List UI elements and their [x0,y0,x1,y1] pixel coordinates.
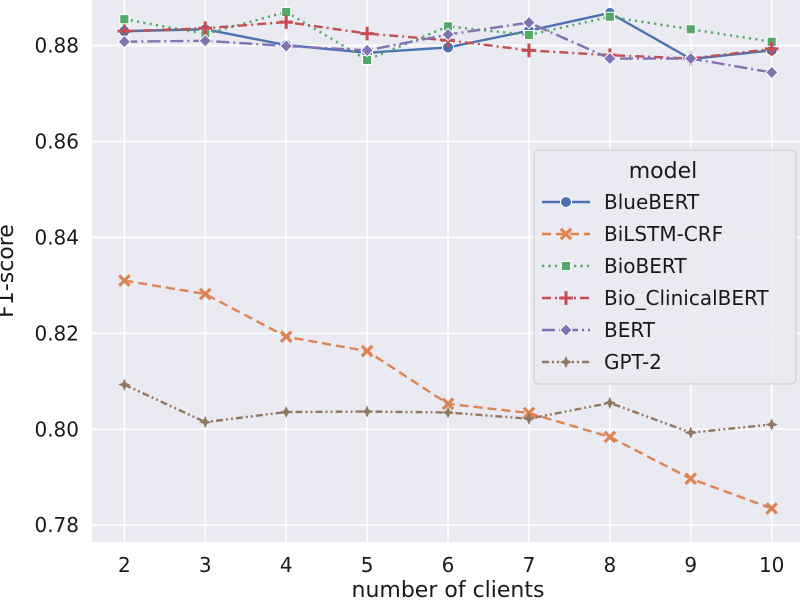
data-point [199,415,212,429]
data-point [280,405,293,419]
legend-frame [533,149,797,385]
data-point [684,472,698,486]
y-tick-label: 0.86 [34,129,79,153]
legend-title: model [629,159,698,184]
data-point [602,51,617,66]
data-point [603,396,617,410]
legend: model BlueBERT BiLSTM-CRF BioBERT Bio_Clini… [533,149,797,385]
data-point [279,15,294,29]
data-point [279,330,293,344]
legend-entry: BERT [542,318,656,342]
data-point [765,418,778,431]
x-tick-label: 6 [442,553,455,577]
data-point [765,502,779,515]
y-tick-label: 0.88 [34,34,79,58]
x-tick-label: 10 [759,553,784,577]
x-tick-label: 7 [523,553,536,577]
data-point [685,24,696,35]
data-point [119,14,130,25]
data-point [198,287,212,301]
data-point [118,378,131,391]
legend-label: BioBERT [604,254,687,278]
data-point [522,15,536,30]
legend-entry: GPT-2 [542,350,662,374]
legend-label: Bio_ClinicalBERT [604,286,769,310]
legend-label: GPT-2 [604,350,662,374]
legend-marker [559,291,573,305]
data-point [522,412,536,425]
data-point [522,43,536,58]
legend-entry: BioBERT [542,254,687,278]
legend-label: BlueBERT [604,190,700,214]
data-point [198,21,213,36]
y-axis-title: F1-score [0,224,19,318]
series-bert [117,15,779,80]
data-point [764,42,779,56]
data-point [441,27,455,42]
x-tick-label: 8 [603,553,616,577]
data-point [441,406,455,419]
series-gpt-2 [118,378,778,439]
legend-marker [559,227,573,241]
tick-labels: 0.78 0.80 0.82 0.84 0.86 0.88 2 3 4 5 6 7 8 9 10 [34,34,784,577]
series-line [123,383,772,434]
data-point [117,34,132,49]
y-tick-label: 0.82 [34,321,79,345]
legend-marker [559,195,573,209]
legend-marker [559,355,573,369]
data-point [360,405,374,418]
x-tick-label: 3 [199,553,212,577]
x-tick-label: 5 [361,553,374,577]
y-tick-label: 0.78 [34,513,79,537]
data-point [360,43,374,58]
data-point [198,33,213,48]
y-tick-label: 0.84 [34,225,79,249]
data-point [279,39,294,53]
x-tick-label: 2 [118,553,131,577]
legend-marker [559,323,573,337]
data-point [603,430,617,444]
series-group [117,6,779,515]
data-point [764,65,779,80]
data-point [604,11,615,22]
legend-label: BiLSTM-CRF [604,222,723,246]
data-point [684,426,697,439]
x-tick-label: 9 [684,553,697,577]
series-biobert [119,6,777,66]
x-axis-title: number of clients [352,578,545,600]
data-point [360,344,374,358]
series-bilstm-crf [118,274,779,515]
legend-entry: BlueBERT [542,190,700,214]
data-point [118,274,131,287]
x-tick-label: 4 [280,553,293,577]
data-point [281,6,292,18]
data-point [360,26,374,41]
legend-label: BERT [604,318,656,342]
data-point [683,51,698,66]
data-point [523,29,534,41]
legend-entry: Bio_ClinicalBERT [542,286,769,310]
legend-entry: BiLSTM-CRF [542,222,723,246]
legend-marker [560,260,572,272]
data-point [441,397,455,411]
y-tick-label: 0.80 [34,417,79,441]
